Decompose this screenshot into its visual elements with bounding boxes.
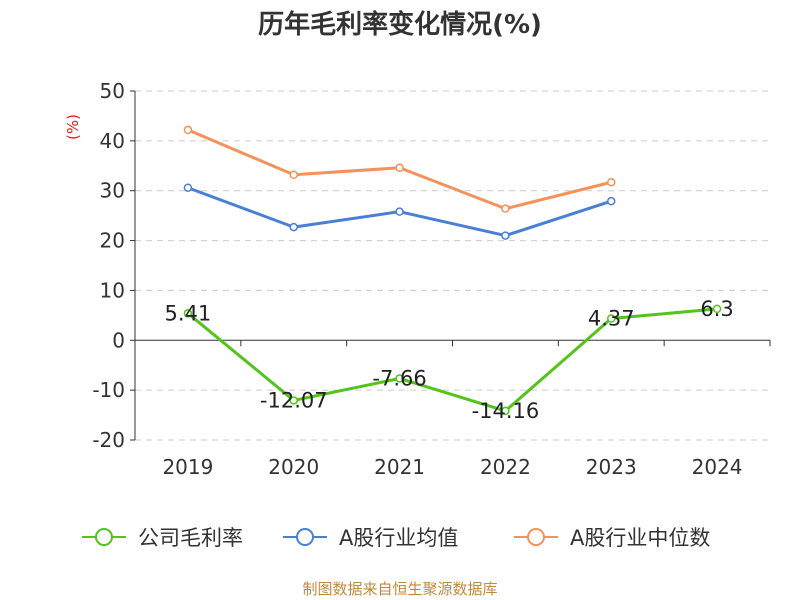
y-tick-label: -20 — [92, 428, 125, 452]
data-labels: 5.41 -12.07 -7.66 -14.16 4.37 6.3 — [165, 297, 734, 423]
series-point — [289, 396, 298, 405]
series-point — [289, 170, 298, 180]
data-label: -14.16 — [472, 399, 540, 423]
series-lines — [183, 125, 722, 416]
series-point — [395, 163, 404, 173]
y-tick-label: 30 — [100, 179, 125, 203]
x-tick-label: 2019 — [162, 455, 213, 479]
series-point — [183, 309, 193, 318]
series-point — [712, 304, 722, 314]
series-point — [395, 374, 404, 383]
y-tick-label: 0 — [112, 328, 125, 352]
legend: 公司毛利率 A股行业均值 A股行业中位数 — [82, 526, 710, 550]
data-label: -12.07 — [260, 388, 328, 412]
y-axis-unit-label: (%) — [64, 114, 82, 140]
gridlines — [135, 90, 770, 441]
data-label: -7.66 — [372, 366, 426, 390]
legend-label: 公司毛利率 — [138, 526, 243, 550]
y-tick-label: -10 — [92, 378, 125, 402]
y-tick-label: 50 — [100, 79, 125, 103]
legend-item: A股行业中位数 — [514, 526, 710, 550]
y-tick-label: 20 — [100, 229, 125, 253]
data-label: 4.37 — [588, 306, 635, 330]
series-point — [607, 196, 616, 206]
series-point — [289, 222, 298, 232]
legend-marker — [527, 528, 545, 546]
data-label: 6.3 — [700, 297, 733, 321]
x-tick-label: 2022 — [480, 455, 531, 479]
source-footnote: 制图数据来自恒生聚源数据库 — [302, 580, 497, 598]
legend-marker — [95, 528, 113, 546]
y-tick-label: 10 — [100, 278, 125, 302]
series-point — [395, 207, 404, 216]
series-point — [607, 314, 616, 323]
legend-item: A股行业均值 — [283, 526, 458, 550]
series-point — [501, 204, 510, 213]
x-tick-label: 2021 — [374, 455, 425, 479]
series-point — [501, 406, 510, 416]
x-tick-label: 2023 — [586, 455, 637, 479]
x-tick-label: 2024 — [692, 455, 743, 479]
series-point — [183, 125, 193, 135]
chart-title: 历年毛利率变化情况(%) — [258, 9, 542, 40]
legend-marker — [296, 528, 314, 546]
legend-label: A股行业均值 — [339, 526, 458, 550]
x-tick-label: 2020 — [268, 455, 319, 479]
data-label: 5.41 — [165, 301, 212, 325]
y-tick-label: 40 — [100, 129, 125, 153]
legend-label: A股行业中位数 — [570, 526, 710, 550]
legend-item: 公司毛利率 — [82, 526, 243, 550]
series-point — [183, 183, 193, 192]
series-line — [186, 307, 718, 413]
series-point — [607, 177, 616, 187]
axes: 50 40 30 20 10 0 -10 -20 2019 2020 2021 2022 2023 202… — [92, 79, 771, 479]
series-point — [501, 231, 510, 240]
